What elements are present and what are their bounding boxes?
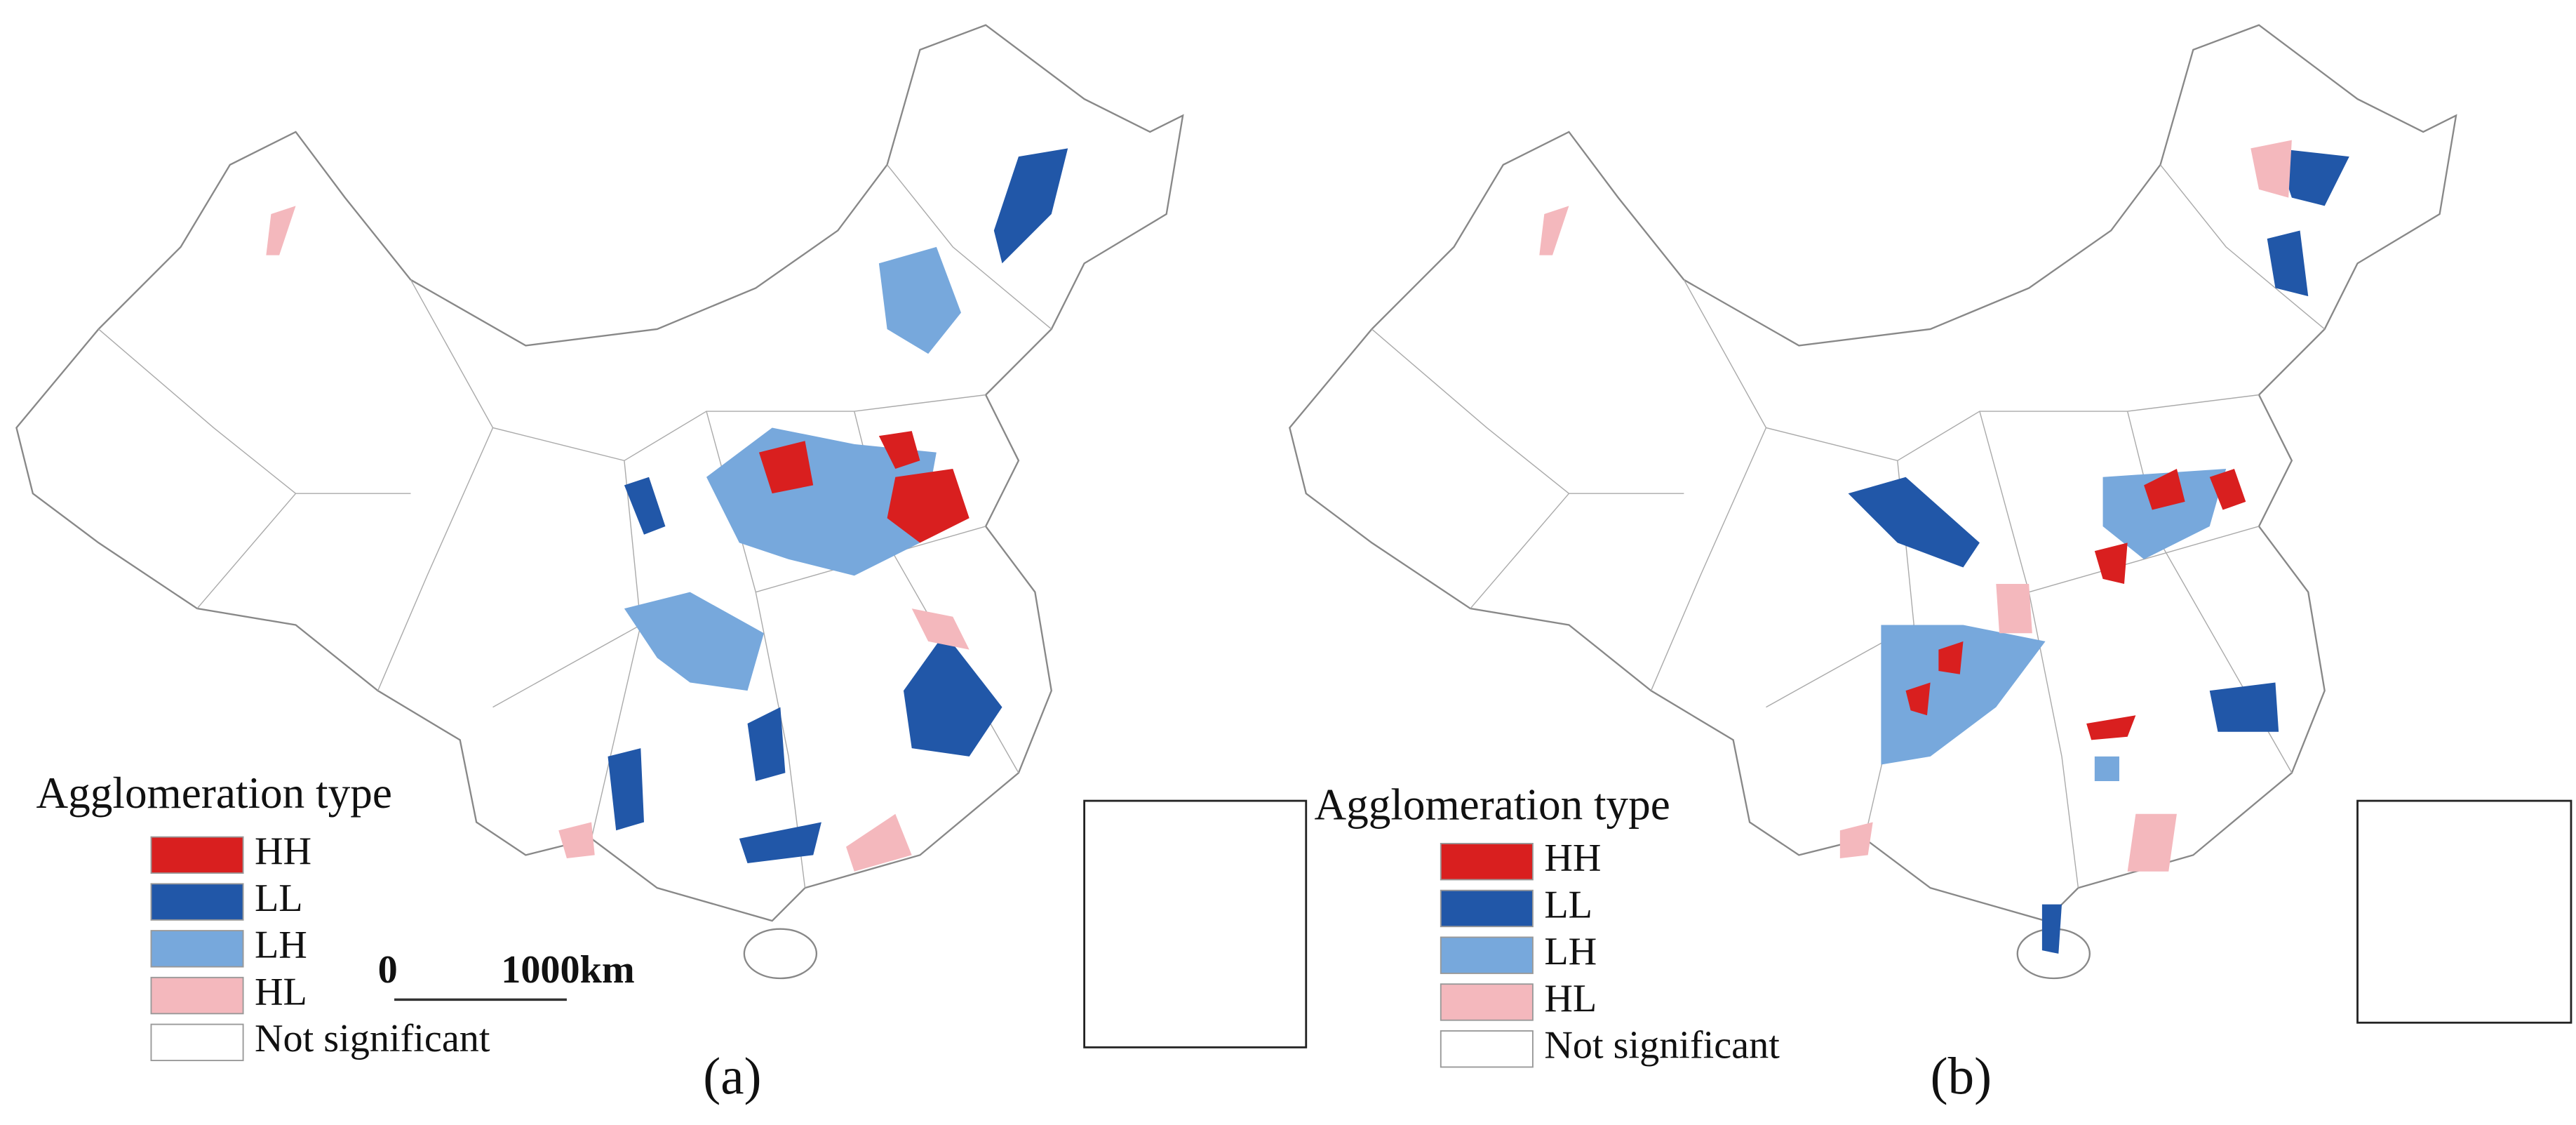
legend-label: Not significant	[1544, 1024, 1780, 1067]
legend-swatch	[1440, 889, 1534, 928]
legend-label: HL	[255, 970, 307, 1013]
legend-swatch	[1440, 1030, 1534, 1068]
legend-label: LL	[255, 877, 303, 920]
panel-label: (a)	[703, 1048, 761, 1106]
scale-start: 0	[378, 948, 398, 992]
regions-b	[1539, 140, 2349, 954]
legend-label: Not significant	[255, 1017, 490, 1060]
legend-title: Agglomeration type	[36, 768, 392, 818]
legend-label: HH	[255, 830, 311, 873]
scale-end: 1000km	[501, 948, 634, 992]
legend-label: HL	[1544, 977, 1597, 1020]
regions-a	[266, 148, 1068, 872]
panel-label: (b)	[1931, 1048, 1992, 1106]
legend-label: LH	[1544, 930, 1597, 973]
legend-title: Agglomeration type	[1314, 780, 1670, 829]
legend-swatch	[1440, 936, 1534, 974]
legend-swatch	[1440, 843, 1534, 881]
legend-label: HH	[1544, 837, 1601, 880]
legend-swatch	[1440, 983, 1534, 1021]
legend-swatch	[150, 930, 244, 968]
legend-label: LL	[1544, 883, 1592, 926]
legend-swatch	[150, 836, 244, 874]
legend-label: LH	[255, 924, 307, 967]
legend-swatch	[150, 976, 244, 1015]
inset-map	[1083, 799, 1308, 1049]
inset-map	[2356, 799, 2572, 1024]
legend-swatch	[150, 1023, 244, 1062]
legend-swatch	[150, 883, 244, 921]
